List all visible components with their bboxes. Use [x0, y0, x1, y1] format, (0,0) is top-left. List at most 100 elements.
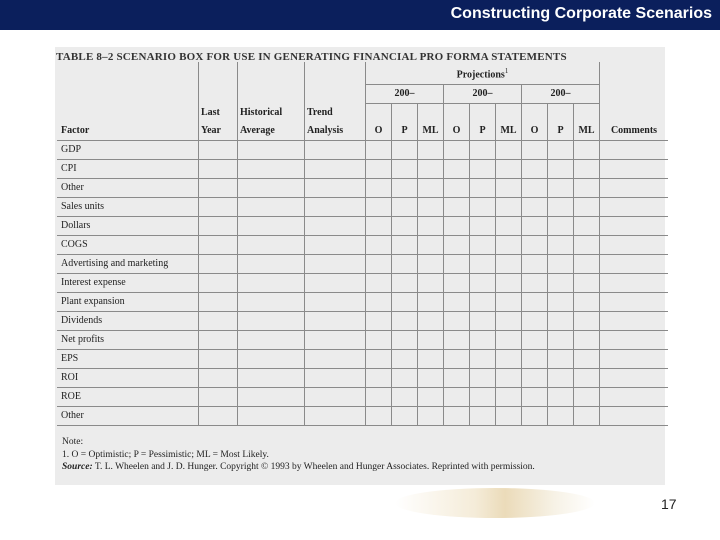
page-number: 17 [661, 496, 677, 512]
empty-cell [495, 159, 522, 179]
empty-cell [417, 330, 444, 350]
factor-cell: ROE [57, 387, 199, 407]
empty-cell [521, 197, 548, 217]
col-o: O [443, 103, 470, 141]
empty-cell [365, 140, 392, 160]
empty-cell [495, 216, 522, 236]
empty-cell [391, 140, 418, 160]
empty-cell [417, 311, 444, 331]
empty-cell [443, 292, 470, 312]
empty-cell [469, 216, 496, 236]
empty-cell [365, 292, 392, 312]
empty-cell [417, 159, 444, 179]
empty-cell [573, 273, 600, 293]
factor-cell: Plant expansion [57, 292, 199, 312]
empty-cell [417, 235, 444, 255]
empty-cell [495, 311, 522, 331]
empty-cell [304, 197, 366, 217]
empty-cell [495, 406, 522, 426]
empty-cell [198, 311, 238, 331]
empty-cell [417, 216, 444, 236]
empty-cell [237, 292, 305, 312]
empty-cell [237, 273, 305, 293]
empty-cell [599, 140, 668, 160]
empty-cell [237, 159, 305, 179]
empty-cell [521, 311, 548, 331]
empty-cell [443, 311, 470, 331]
empty-cell [391, 216, 418, 236]
year-group-1: 200– [365, 84, 444, 105]
empty-cell [469, 368, 496, 388]
empty-cell [391, 368, 418, 388]
factor-cell: Dividends [57, 311, 199, 331]
empty-cell [573, 159, 600, 179]
empty-cell [365, 178, 392, 198]
col-ml: ML [495, 103, 522, 141]
scenario-table: Projections1 200– 200– 200– Factor Last Y… [57, 62, 668, 426]
empty-cell [469, 235, 496, 255]
empty-cell [495, 140, 522, 160]
empty-cell [417, 292, 444, 312]
table-row: EPS [57, 349, 668, 369]
empty-cell [198, 406, 238, 426]
empty-cell [237, 387, 305, 407]
empty-cell [391, 197, 418, 217]
empty-cell [573, 292, 600, 312]
empty-cell [237, 216, 305, 236]
table-row: CPI [57, 159, 668, 179]
empty-cell [495, 292, 522, 312]
empty-cell [521, 387, 548, 407]
col-trend-analysis: Trend Analysis [304, 103, 366, 141]
empty-cell [521, 349, 548, 369]
table-row: Interest expense [57, 273, 668, 293]
empty-cell [365, 216, 392, 236]
empty-cell [573, 216, 600, 236]
empty-cell [198, 273, 238, 293]
empty-cell [417, 140, 444, 160]
empty-cell [547, 349, 574, 369]
empty-cell [304, 349, 366, 369]
empty-cell [198, 254, 238, 274]
col-historical-average: Historical Average [237, 103, 305, 141]
empty-cell [443, 140, 470, 160]
empty-cell [573, 368, 600, 388]
empty-cell [599, 349, 668, 369]
table-caption: TABLE 8–2 SCENARIO BOX FOR USE IN GENERA… [56, 51, 567, 63]
empty-cell [547, 216, 574, 236]
source-line: Source: T. L. Wheelen and J. D. Hunger. … [62, 462, 535, 472]
empty-cell [495, 387, 522, 407]
table-row: ROE [57, 387, 668, 407]
empty-cell [599, 254, 668, 274]
empty-cell [237, 349, 305, 369]
col-p: P [469, 103, 496, 141]
empty-cell [599, 311, 668, 331]
empty-cell [573, 197, 600, 217]
table-row: COGS [57, 235, 668, 255]
col-p: P [391, 103, 418, 141]
empty-cell [198, 159, 238, 179]
table-row: Net profits [57, 330, 668, 350]
empty-cell [391, 292, 418, 312]
empty-cell [391, 159, 418, 179]
empty-cell [365, 311, 392, 331]
decorative-swirl [395, 488, 595, 518]
empty-cell [443, 178, 470, 198]
empty-cell [469, 311, 496, 331]
factor-cell: Dollars [57, 216, 199, 236]
col-last-year: Last Year [198, 103, 238, 141]
empty-cell [521, 159, 548, 179]
year-group-3: 200– [521, 84, 600, 105]
empty-cell [304, 273, 366, 293]
empty-cell [443, 387, 470, 407]
factor-cell: ROI [57, 368, 199, 388]
empty-cell [443, 273, 470, 293]
empty-cell [237, 178, 305, 198]
empty-cell [237, 235, 305, 255]
factor-cell: Sales units [57, 197, 199, 217]
empty-cell [417, 406, 444, 426]
empty-cell [495, 368, 522, 388]
empty-cell [469, 330, 496, 350]
empty-cell [417, 273, 444, 293]
empty-cell [198, 235, 238, 255]
empty-cell [469, 273, 496, 293]
